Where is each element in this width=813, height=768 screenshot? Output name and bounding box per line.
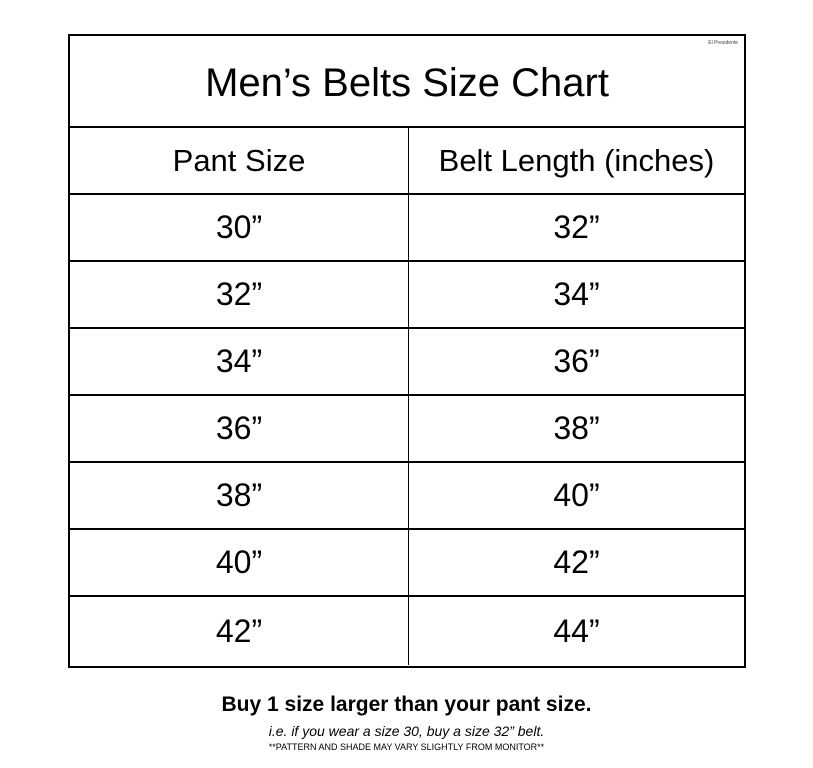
table-row: 38” 40” bbox=[70, 463, 744, 530]
header-row: Pant Size Belt Length (inches) bbox=[70, 128, 744, 195]
pant-size-cell: 40” bbox=[70, 530, 409, 595]
table-row: 32” 34” bbox=[70, 262, 744, 329]
belt-length-cell: 34” bbox=[553, 276, 600, 312]
sizing-tip: Buy 1 size larger than your pant size. bbox=[221, 693, 592, 716]
chart-title: Men’s Belts Size Chart bbox=[70, 36, 744, 128]
pant-size-cell: 30” bbox=[70, 195, 409, 260]
belt-length-cell: 42” bbox=[553, 544, 600, 580]
belt-length-cell: 44” bbox=[553, 612, 600, 649]
table-row: 36” 38” bbox=[70, 396, 744, 463]
table-row: 40” 42” bbox=[70, 530, 744, 597]
table-row: 34” 36” bbox=[70, 329, 744, 396]
belt-length-cell: 38” bbox=[553, 410, 600, 446]
brand-label: El Presidente bbox=[708, 40, 738, 46]
column-header-belt-length: Belt Length (inches) bbox=[438, 142, 715, 178]
pant-size-cell: 32” bbox=[70, 262, 409, 327]
sizing-example: i.e. if you wear a size 30, buy a size 3… bbox=[268, 723, 545, 739]
pant-size-cell: 42” bbox=[70, 597, 409, 665]
disclaimer: **PATTERN AND SHADE MAY VARY SLIGHTLY FR… bbox=[268, 742, 545, 752]
belt-length-cell: 40” bbox=[553, 477, 600, 513]
pant-size-cell: 36” bbox=[70, 396, 409, 461]
size-chart-table: El Presidente Men’s Belts Size Chart Pan… bbox=[68, 34, 746, 668]
belt-length-cell: 36” bbox=[553, 343, 600, 379]
belt-length-cell: 32” bbox=[553, 209, 600, 245]
column-header-pant-size: Pant Size bbox=[70, 128, 409, 193]
table-row: 42” 44” bbox=[70, 597, 744, 665]
table-row: 30” 32” bbox=[70, 195, 744, 262]
pant-size-cell: 38” bbox=[70, 463, 409, 528]
pant-size-cell: 34” bbox=[70, 329, 409, 394]
